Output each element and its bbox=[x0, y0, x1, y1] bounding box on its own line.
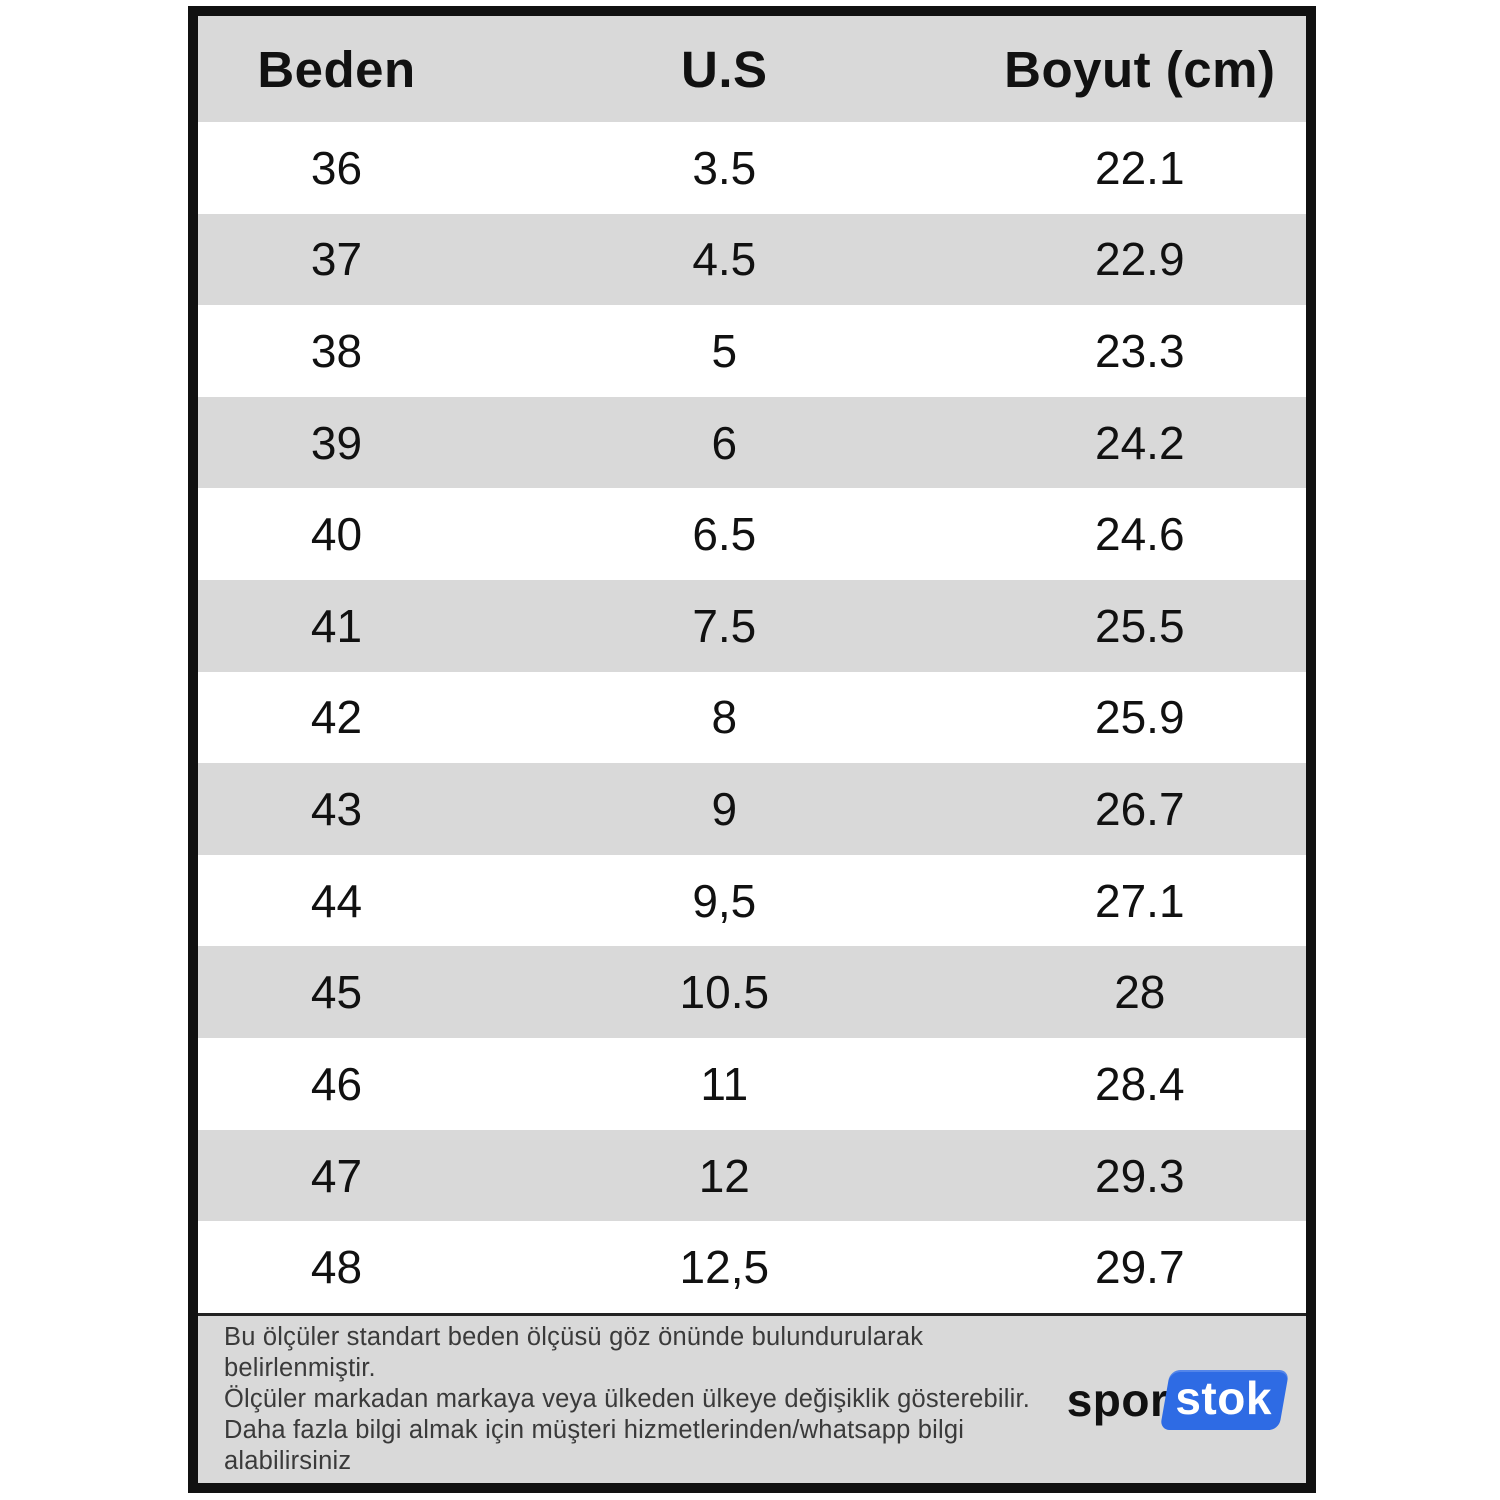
table-cell: 27.1 bbox=[1095, 874, 1185, 927]
disclaimer-line: Ölçüler markadan markaya veya ülkeden ül… bbox=[224, 1385, 1031, 1413]
size-table-body: 36 3.5 22.1 37 4.5 22.9 38 5 23.3 39 6 24.2 40 6.5 24.… bbox=[198, 122, 1306, 1313]
logo-stok-badge: stok bbox=[1160, 1369, 1290, 1430]
table-cell: 5 bbox=[711, 325, 738, 378]
table-row: 39 6 24.2 bbox=[198, 396, 1306, 489]
table-cell: 28 bbox=[1114, 966, 1166, 1019]
table-cell: 47 bbox=[310, 1149, 363, 1202]
logo-text-spor: spor bbox=[1066, 1373, 1169, 1426]
table-row: 47 12 29.3 bbox=[198, 1129, 1306, 1222]
table-cell: 3.5 bbox=[692, 141, 757, 194]
table-cell: 29.3 bbox=[1095, 1149, 1185, 1202]
size-chart-table: Beden U.S Boyut (cm) 36 3.5 22.1 37 4.5 22.9 38 5… bbox=[188, 6, 1316, 1493]
sporstok-logo: spor stok bbox=[1066, 1369, 1290, 1430]
table-cell: 42 bbox=[310, 691, 363, 744]
table-cell: 39 bbox=[310, 416, 363, 469]
footer: Bu ölçüler standart beden ölçüsü göz önü… bbox=[198, 1313, 1306, 1483]
table-cell: 9 bbox=[711, 783, 738, 836]
table-cell: 43 bbox=[310, 783, 363, 836]
table-cell: 44 bbox=[310, 874, 363, 927]
disclaimer-line: Bu ölçüler standart beden ölçüsü göz önü… bbox=[224, 1323, 924, 1382]
table-cell: 8 bbox=[711, 691, 738, 744]
table-row: 41 7.5 25.5 bbox=[198, 580, 1306, 672]
table-cell: 48 bbox=[310, 1241, 363, 1294]
table-cell: 24.2 bbox=[1095, 416, 1185, 469]
table-row: 38 5 23.3 bbox=[198, 305, 1306, 397]
table-row: 40 6.5 24.6 bbox=[198, 488, 1306, 581]
logo-text-stok: stok bbox=[1175, 1371, 1273, 1424]
table-cell: 40 bbox=[310, 508, 363, 561]
table-cell: 25.5 bbox=[1095, 599, 1185, 652]
table-cell: 10.5 bbox=[679, 966, 770, 1019]
table-cell: 9,5 bbox=[692, 874, 757, 927]
table-cell: 12,5 bbox=[679, 1241, 770, 1294]
disclaimer-line: Daha fazla bilgi almak için müşteri hizm… bbox=[224, 1416, 965, 1475]
table-row: 45 10.5 28 bbox=[198, 946, 1306, 1039]
table-cell: 36 bbox=[310, 141, 363, 194]
table-cell: 11 bbox=[700, 1057, 749, 1110]
table-cell: 25.9 bbox=[1095, 691, 1185, 744]
table-header-row: Beden U.S Boyut (cm) bbox=[198, 16, 1306, 122]
table-cell: 4.5 bbox=[692, 233, 757, 286]
table-cell: 46 bbox=[310, 1057, 363, 1110]
column-header-2: Boyut (cm) bbox=[1004, 40, 1276, 98]
table-cell: 7.5 bbox=[692, 599, 757, 652]
table-cell: 24.6 bbox=[1095, 508, 1185, 561]
column-header-0: Beden bbox=[257, 40, 416, 98]
table-row: 36 3.5 22.1 bbox=[198, 122, 1306, 214]
table-cell: 22.1 bbox=[1095, 141, 1185, 194]
table-row: 42 8 25.9 bbox=[198, 671, 1306, 764]
table-cell: 45 bbox=[310, 966, 363, 1019]
column-header-1: U.S bbox=[681, 40, 768, 98]
table-cell: 12 bbox=[698, 1149, 750, 1202]
disclaimer-text: Bu ölçüler standart beden ölçüsü göz önü… bbox=[224, 1322, 1067, 1477]
table-cell: 6.5 bbox=[692, 508, 757, 561]
table-cell: 29.7 bbox=[1095, 1241, 1185, 1294]
table-row: 48 12,5 29.7 bbox=[198, 1221, 1306, 1313]
table-cell: 37 bbox=[310, 233, 363, 286]
table-cell: 38 bbox=[310, 325, 363, 378]
table-row: 44 9,5 27.1 bbox=[198, 854, 1306, 947]
table-cell: 28.4 bbox=[1095, 1057, 1185, 1110]
table-row: 43 9 26.7 bbox=[198, 763, 1306, 855]
table-cell: 22.9 bbox=[1095, 233, 1185, 286]
table-row: 37 4.5 22.9 bbox=[198, 213, 1306, 306]
table-cell: 23.3 bbox=[1095, 325, 1185, 378]
table-cell: 41 bbox=[310, 599, 363, 652]
table-row: 46 11 28.4 bbox=[198, 1038, 1306, 1130]
table-cell: 6 bbox=[711, 416, 738, 469]
table-cell: 26.7 bbox=[1095, 783, 1185, 836]
